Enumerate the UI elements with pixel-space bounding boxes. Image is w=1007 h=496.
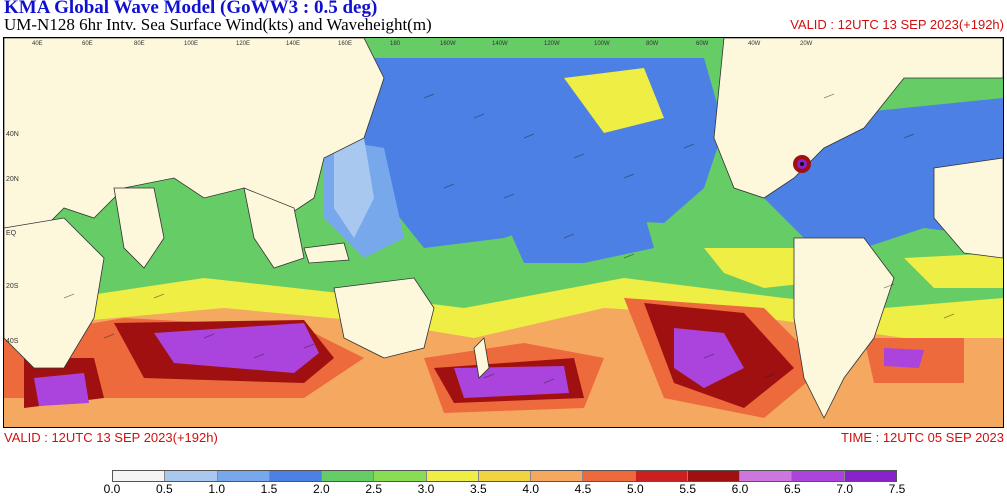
purple-sea-zones [34, 323, 924, 406]
colorbar-swatch [583, 471, 636, 481]
colorbar-tick: 0.0 [103, 482, 121, 496]
colorbar-tick: 0.5 [155, 482, 173, 496]
lon-label: 160E [338, 41, 352, 47]
wave-height-map: 40N 20N EQ 20S 40S 40E 60E 80E 100E 120E… [3, 37, 1004, 428]
australia [333, 277, 435, 359]
west-africa-east [933, 157, 1003, 259]
africa [4, 217, 105, 369]
colorbar-swatch [269, 471, 323, 481]
colorbar-tick-labels: 0.0 0.5 1.0 1.5 2.0 2.5 3.0 3.5 4.0 4.5 5.0 5.5 6.0 6… [104, 482, 906, 496]
lon-label: 100E [184, 41, 198, 47]
south-america [793, 237, 895, 419]
asia-landmass [4, 38, 385, 229]
colorbar-tick: 6.0 [731, 482, 749, 496]
lon-label: 120E [236, 41, 250, 47]
colorbar-tick: 1.5 [260, 482, 278, 496]
colorbar-tick: 2.0 [312, 482, 330, 496]
longitude-labels-top: 40E 60E 80E 100E 120E 140E 160E 180 160W… [32, 41, 813, 47]
lon-label: 60W [696, 41, 709, 47]
lon-label: 140E [286, 41, 300, 47]
new-zealand [473, 337, 490, 379]
colorbar-swatch [374, 471, 427, 481]
colorbar-swatch [844, 471, 896, 481]
colorbar-swatch [478, 471, 532, 481]
lon-label: 120W [544, 41, 560, 47]
lon-label: 160W [440, 41, 456, 47]
colorbar-swatch [217, 471, 270, 481]
lat-label: 20N [6, 176, 19, 183]
arabia-india [113, 187, 165, 269]
colorbar-swatch [113, 471, 166, 481]
wind-barbs [63, 93, 955, 384]
lon-label: 60E [82, 41, 93, 47]
lon-label: 140W [492, 41, 508, 47]
colorbar-swatch [426, 471, 479, 481]
southeast-asia [243, 187, 305, 269]
chart-subtitle: UM-N128 6hr Intv. Sea Surface Wind(kts) … [4, 15, 432, 34]
colorbar-tick: 2.5 [365, 482, 382, 496]
lon-label: 40E [32, 41, 43, 47]
colorbar-tick: 4.5 [574, 482, 592, 496]
valid-time-bottom: VALID : 12UTC 13 SEP 2023(+192h) [4, 430, 218, 445]
north-america [713, 38, 1003, 199]
wave-height-colorbar [112, 470, 897, 482]
lon-label: 180 [390, 41, 401, 47]
lon-label: 100W [594, 41, 610, 47]
colorbar-swatch [687, 471, 741, 481]
lon-label: 80W [646, 41, 659, 47]
lon-label: 20W [800, 41, 813, 47]
lat-label: EQ [6, 230, 17, 237]
colorbar-swatch [165, 471, 218, 481]
colorbar-tick: 5.5 [679, 482, 696, 496]
lon-label: 40W [748, 41, 761, 47]
colorbar-swatch [792, 471, 845, 481]
colorbar-swatch [531, 471, 584, 481]
colorbar-tick: 3.5 [469, 482, 487, 496]
latitude-labels: 40N 20N EQ 20S 40S [6, 131, 19, 345]
lat-label: 20S [6, 283, 19, 290]
valid-time-top: VALID : 12UTC 13 SEP 2023(+192h) [790, 17, 1004, 32]
lon-label: 80E [134, 41, 145, 47]
init-time: TIME : 12UTC 05 SEP 2023 [840, 430, 1004, 445]
colorbar-swatch [740, 471, 793, 481]
colorbar-swatch [322, 471, 375, 481]
colorbar-tick: 1.0 [208, 482, 225, 496]
lat-label: 40N [6, 131, 19, 138]
colorbar-tick: 6.5 [783, 482, 801, 496]
storm-center [793, 155, 811, 173]
colorbar-tick: 4.0 [522, 482, 539, 496]
lat-label: 40S [6, 338, 19, 345]
colorbar-swatch [635, 471, 688, 481]
chart-title: KMA Global Wave Model (GoWW3 : 0.5 deg) [4, 0, 378, 18]
indonesia-islands [303, 242, 350, 264]
land [4, 38, 1003, 419]
colorbar-tick: 3.0 [417, 482, 435, 496]
colorbar-tick: 7.0 [836, 482, 853, 496]
colorbar-tick: 7.5 [888, 482, 906, 496]
colorbar-tick: 5.0 [626, 482, 644, 496]
